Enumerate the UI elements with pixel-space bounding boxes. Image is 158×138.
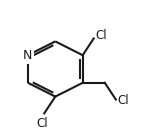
Text: Cl: Cl <box>117 94 129 107</box>
Text: Cl: Cl <box>37 117 49 130</box>
Text: N: N <box>23 49 33 62</box>
Text: Cl: Cl <box>95 29 107 42</box>
